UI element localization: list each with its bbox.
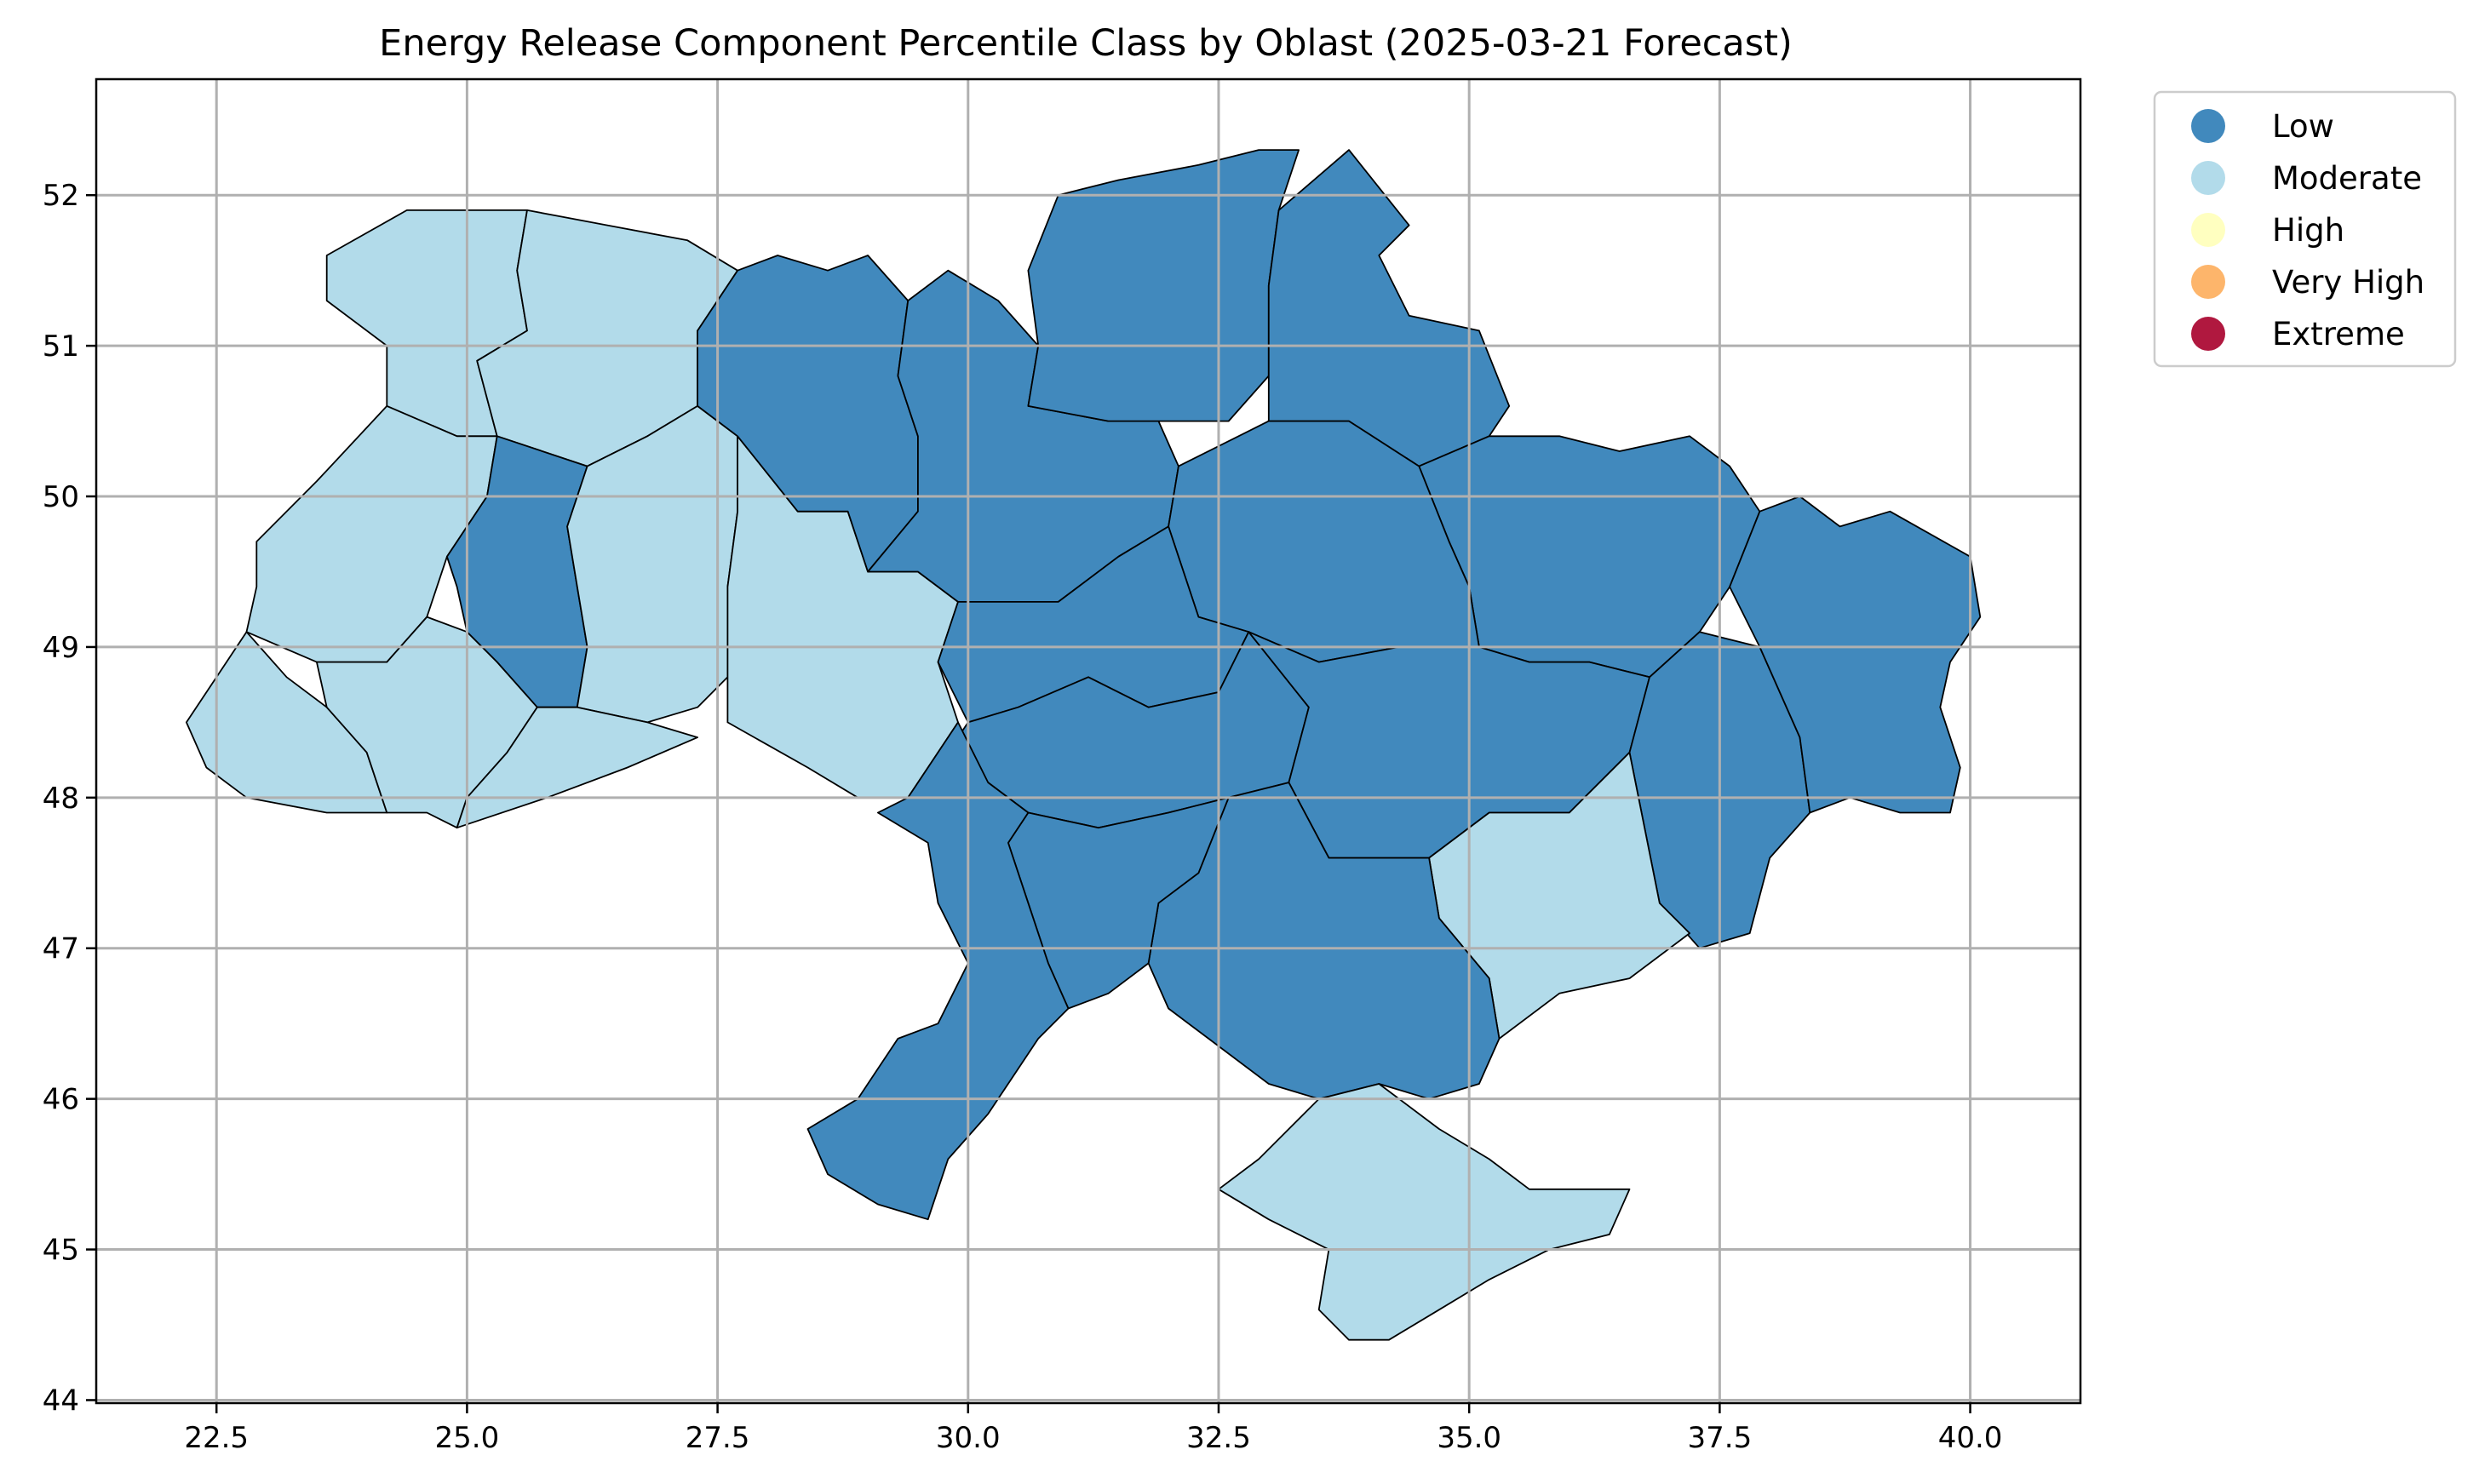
y-tick-label: 47 (43, 932, 79, 966)
gridlines (96, 79, 2080, 1403)
x-tick-label: 32.5 (1186, 1421, 1251, 1455)
y-tick-label: 45 (43, 1234, 79, 1268)
legend-label: Very High (2272, 264, 2424, 301)
plot-area: 22.5 25.0 27.5 30.0 32.5 35.0 37.5 40.0 4445464… (43, 77, 2082, 1455)
x-axis-ticks: 22.5 25.0 27.5 30.0 32.5 35.0 37.5 40.0 (184, 1403, 2002, 1455)
y-tick-label: 50 (43, 480, 79, 514)
axes-frame (95, 77, 2082, 1405)
x-tick-label: 35.0 (1437, 1421, 1501, 1455)
legend-marker-moderate (2191, 161, 2225, 195)
x-tick-label: 30.0 (936, 1421, 1001, 1455)
legend-marker-extreme (2191, 317, 2225, 351)
x-tick-label: 27.5 (686, 1421, 750, 1455)
x-tick-label: 22.5 (184, 1421, 249, 1455)
y-tick-label: 44 (43, 1384, 79, 1418)
legend: Low Moderate High Very High Extreme (2153, 90, 2457, 368)
legend-label: Moderate (2272, 160, 2422, 197)
region-odesa (806, 721, 1070, 1221)
legend-marker-low (2191, 109, 2225, 143)
x-tick-label: 37.5 (1688, 1421, 1753, 1455)
legend-label: Low (2272, 108, 2334, 145)
x-tick-label: 40.0 (1938, 1421, 2003, 1455)
legend-marker-very-high (2191, 265, 2225, 299)
region-crimea (1218, 1083, 1631, 1341)
y-tick-label: 46 (43, 1083, 79, 1117)
y-tick-label: 52 (43, 179, 79, 213)
y-axis-ticks: 44 45 46 47 48 49 50 51 52 (43, 179, 96, 1418)
x-tick-label: 25.0 (435, 1421, 500, 1455)
legend-label: Extreme (2272, 316, 2405, 352)
legend-marker-high (2191, 213, 2225, 247)
y-tick-label: 48 (43, 782, 79, 816)
region-sumy (1267, 149, 1511, 467)
map-title: Energy Release Component Percentile Clas… (379, 22, 1793, 65)
legend-items: Low Moderate High Very High Extreme (2191, 108, 2424, 352)
legend-label: High (2272, 212, 2344, 249)
legend-box (2153, 90, 2457, 368)
y-tick-label: 49 (43, 631, 79, 665)
y-tick-label: 51 (43, 329, 79, 364)
region-luhansk (1729, 496, 1982, 814)
